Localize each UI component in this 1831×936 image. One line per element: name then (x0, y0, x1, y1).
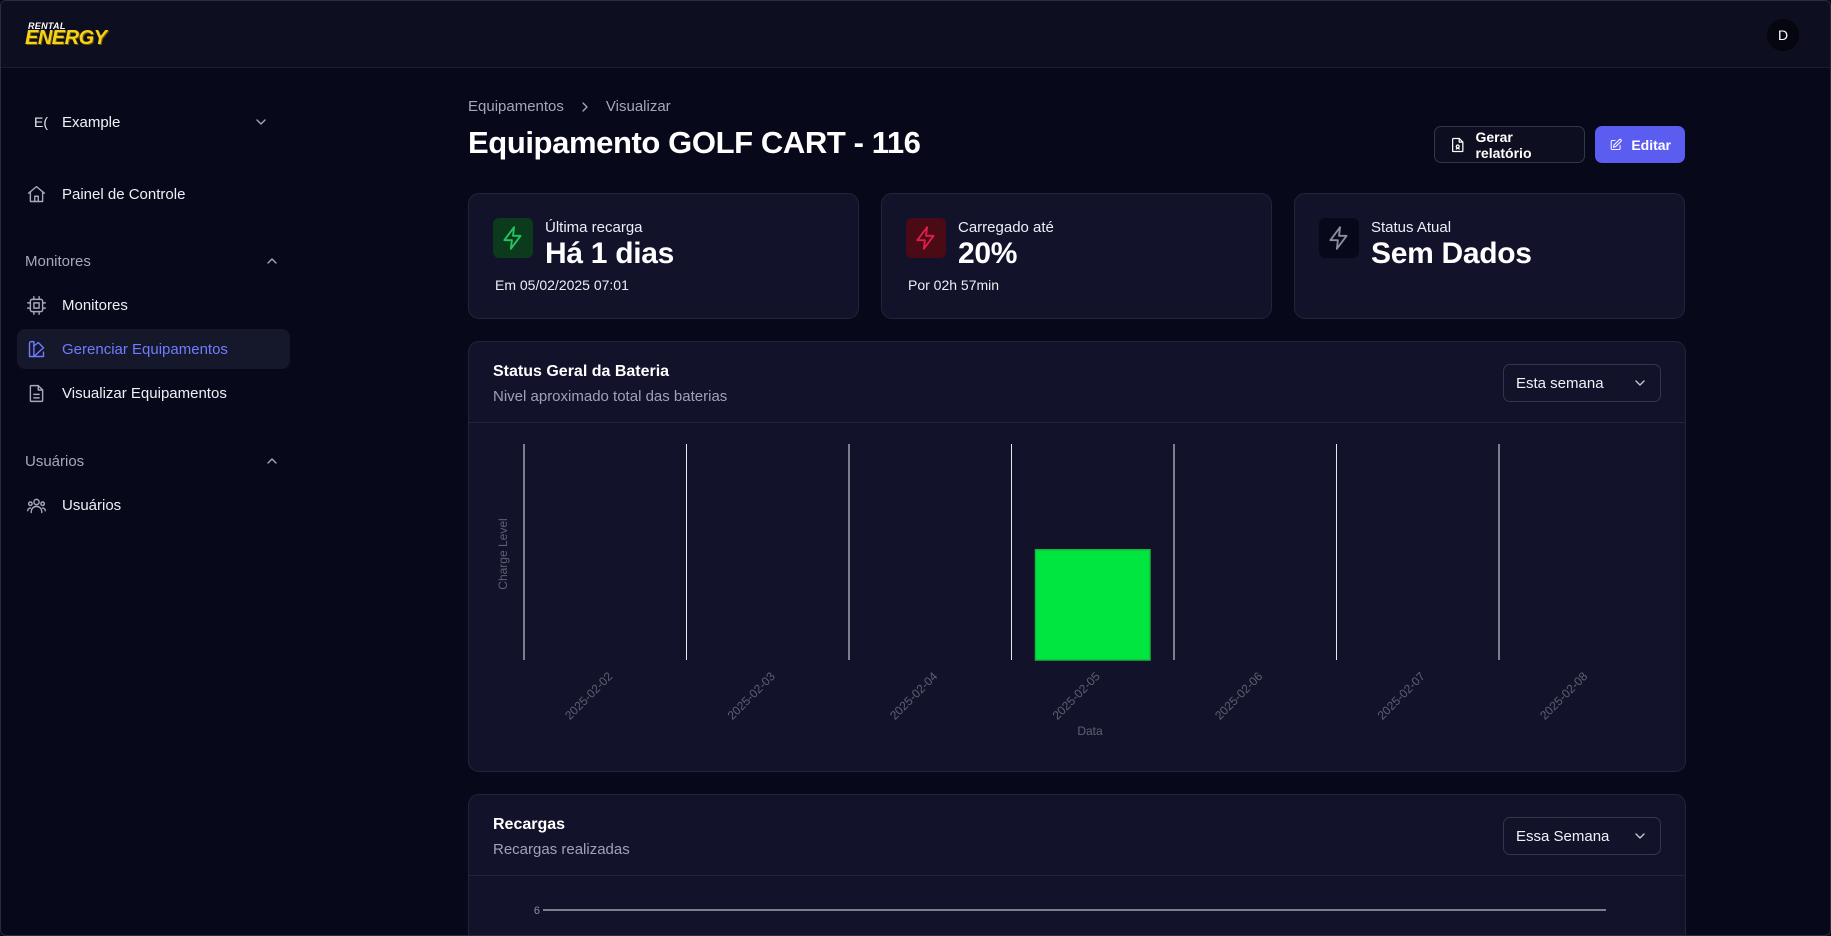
generate-report-button[interactable]: Gerar relatório (1434, 126, 1585, 163)
breadcrumb-current: Visualizar (605, 98, 671, 115)
user-avatar[interactable]: D (1767, 19, 1799, 51)
section-monitores[interactable]: Monitores (25, 251, 281, 271)
sidebar: E( Example Painel de Controle Monitores … (1, 68, 301, 935)
stat-value: Sem Dados (1371, 237, 1532, 270)
section-label: Usuários (25, 452, 85, 470)
y-tick-label: 6 (534, 905, 540, 917)
sidebar-item-label: Monitores (62, 296, 128, 314)
stat-icon-box (1319, 218, 1359, 258)
sidebar-item-label: Usuários (62, 496, 122, 514)
generate-report-label: Gerar relatório (1475, 128, 1532, 161)
stat-label: Última recarga (545, 219, 643, 236)
logo-main-text: ENERGY (25, 27, 107, 49)
stat-card-carregado-ate: Carregado até 20% Por 02h 57min (881, 193, 1272, 319)
x-tick-label: 2025-02-07 (1375, 669, 1429, 723)
manage-equipment-icon (28, 340, 45, 357)
battery-status-card: Status Geral da Bateria Nivel aproximado… (468, 341, 1686, 772)
logo-top-text: RENTAL (28, 21, 66, 31)
stat-icon-box (493, 218, 533, 258)
chip-icon (27, 295, 46, 315)
section-label: Monitores (25, 252, 91, 270)
x-tick-label: 2025-02-08 (1537, 669, 1591, 723)
recargas-chart: 6 (534, 905, 1606, 917)
card-title: Status Geral da Bateria (493, 363, 670, 380)
card-subtitle: Nivel aproximado total das baterias (493, 388, 728, 405)
top-bar: RENTAL ENERGY D (1, 1, 1830, 68)
chevron-down-icon (256, 119, 266, 125)
stat-sub: Por 02h 57min (908, 277, 1000, 293)
stat-icon-box (906, 218, 946, 258)
chevron-up-icon (267, 258, 277, 264)
sidebar-item-visualizar-equipamentos[interactable]: Visualizar Equipamentos (17, 373, 290, 413)
sidebar-item-label: Gerenciar Equipamentos (62, 340, 228, 358)
card-divider (469, 422, 1685, 423)
sidebar-item-painel[interactable]: Painel de Controle (17, 174, 290, 214)
chevron-down-icon (1635, 833, 1645, 839)
org-name: Example (62, 113, 121, 131)
users-icon (27, 498, 46, 513)
stat-value: 20% (958, 237, 1018, 270)
period-select-value: Essa Semana (1516, 827, 1610, 845)
page-title: Equipamento GOLF CART - 116 (468, 125, 921, 160)
sidebar-item-monitores[interactable]: Monitores (17, 285, 290, 325)
bolt-gray-icon (1329, 226, 1348, 250)
y-axis-label: Charge Level (496, 518, 510, 589)
org-switcher[interactable]: E( Example (25, 108, 281, 136)
home-icon (27, 185, 46, 202)
period-select[interactable]: Esta semana (1503, 364, 1661, 402)
x-tick-label: 2025-02-02 (562, 669, 616, 723)
x-tick-label: 2025-02-05 (1050, 669, 1104, 723)
document-icon (29, 384, 44, 402)
chevron-right-icon (582, 101, 588, 112)
x-tick-label: 2025-02-03 (725, 669, 779, 723)
sidebar-item-label: Visualizar Equipamentos (62, 384, 227, 402)
edit-label: Editar (1631, 136, 1671, 153)
period-select[interactable]: Essa Semana (1503, 817, 1661, 855)
stat-card-ultima-recarga: Última recarga Há 1 dias Em 05/02/2025 0… (468, 193, 859, 319)
stat-value: Há 1 dias (545, 237, 675, 270)
sidebar-item-gerenciar-equipamentos[interactable]: Gerenciar Equipamentos (17, 329, 290, 369)
card-subtitle: Recargas realizadas (493, 841, 630, 858)
x-axis-label: Data (1077, 724, 1103, 738)
section-usuarios[interactable]: Usuários (25, 451, 281, 471)
battery-bar (1034, 549, 1151, 661)
x-tick-label: 2025-02-06 (1212, 669, 1266, 723)
edit-button[interactable]: Editar (1595, 126, 1685, 163)
card-title: Recargas (493, 816, 566, 833)
stat-sub: Em 05/02/2025 07:01 (495, 277, 629, 293)
chevron-down-icon (1635, 380, 1645, 386)
stat-label: Carregado até (958, 219, 1054, 236)
card-divider (469, 875, 1685, 876)
recargas-card: Recargas Recargas realizadas Essa Semana… (468, 794, 1686, 935)
bolt-red-icon (916, 226, 935, 250)
stat-label: Status Atual (1371, 219, 1452, 236)
edit-icon (1610, 138, 1622, 150)
brand-logo[interactable]: RENTAL ENERGY (25, 21, 135, 49)
x-tick-label: 2025-02-04 (887, 669, 941, 723)
breadcrumb: Equipamentos Visualizar (468, 98, 671, 115)
stat-card-status-atual: Status Atual Sem Dados (1294, 193, 1685, 319)
bolt-green-icon (503, 226, 522, 250)
breadcrumb-parent[interactable]: Equipamentos (468, 98, 564, 115)
period-select-value: Esta semana (1516, 374, 1604, 392)
battery-chart: 2025-02-02 2025-02-03 2025-02-04 2025-02-05… (496, 444, 1591, 738)
sidebar-item-label: Painel de Controle (62, 185, 186, 203)
sidebar-item-usuarios[interactable]: Usuários (17, 485, 290, 525)
report-file-icon (1452, 137, 1464, 152)
org-initial: E( (34, 114, 48, 130)
chevron-up-icon (267, 458, 277, 464)
